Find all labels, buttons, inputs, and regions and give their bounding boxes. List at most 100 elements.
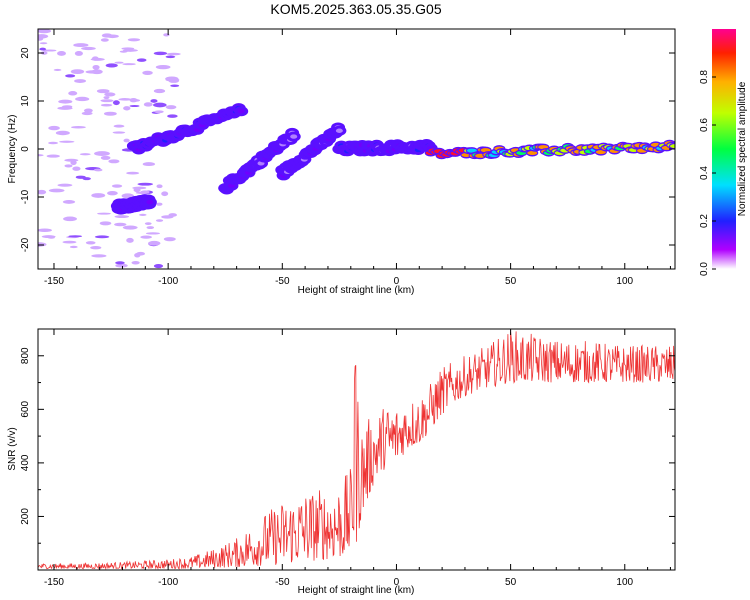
snr-ylabel: SNR (v/v) [7,427,18,470]
spectrum-speckle [129,97,138,103]
spectrum-speckle [161,191,169,197]
snr-xtick-label: -100 [158,577,178,588]
spectrum-speckle [57,106,73,110]
spectrum-speckle [38,228,52,233]
spectrum-speckle [139,213,147,217]
spectrum-speckle [167,114,178,118]
spectrum-speckle [65,74,76,78]
snr-xtick-label: 100 [616,577,633,588]
spectrogram-ytick-label: 10 [20,95,31,107]
spectrum-speckle [46,154,60,158]
spectrogram-xlabel: Height of straight line (km) [298,285,415,296]
spectrum-speckle [91,56,99,61]
spectrum-speckle [153,51,168,56]
spectrum-speckle [38,34,49,39]
snr-xtick-label: -50 [275,577,290,588]
spectrum-speckle [39,47,47,51]
spectrum-speckle [97,212,111,215]
spectrogram-xtick-label: -50 [275,276,290,287]
spectrum-speckle [136,58,147,62]
spectrum-speckle [91,193,106,198]
spectrum-speckle [123,138,130,143]
spectrum-speckle [99,221,112,226]
spectrum-speckle [123,106,131,111]
snr-xtick-label: 0 [394,577,400,588]
spectrum-speckle [103,96,110,99]
spectrum-speckle [136,251,145,256]
colorbar-tick-label: 0.6 [699,118,710,132]
spectrogram-xtick-label: 100 [616,276,633,287]
spectrogram-xtick-label: 50 [505,276,517,287]
spectrum-speckle [126,171,140,175]
spectrum-speckle [155,65,171,70]
spectral-peak [335,128,343,133]
spectrum-speckle [38,154,44,157]
snr-xlabel: Height of straight line (km) [298,585,415,596]
spectrum-speckle [100,155,111,160]
spectrum-speckle [91,254,107,258]
snr-ytick-label: 800 [20,347,31,364]
spectrum-speckle [74,51,83,56]
spectrogram-ytick-label: -10 [20,189,31,204]
spectrum-speckle [59,140,75,143]
colorbar-tick-label: 0.8 [699,70,710,84]
spectrum-speckle [161,215,174,219]
colorbar-tick-label: 0.2 [699,214,710,228]
spectral-peak [538,145,549,150]
spectrum-speckle [170,84,180,87]
spectrum-speckle [57,183,73,187]
spectrum-speckle [94,235,110,239]
spectrogram-xtick-label: -150 [44,276,64,287]
spectrum-speckle [108,159,120,164]
spectrum-speckle [111,184,123,188]
spectrum-speckle [72,166,81,171]
spectrum-speckle [153,88,166,94]
spectrum-speckle [62,200,76,204]
spectrum-speckle [114,222,127,227]
colorbar: 0.0 0.2 0.4 0.6 0.8 Normalized spectral ampl… [699,29,748,276]
spectrum-speckle [105,34,119,39]
spectrum-speckle [115,261,125,265]
spectrum-speckle [122,225,138,230]
spectrum-speckle [118,98,132,101]
snr-xtick-label: 50 [505,577,517,588]
spectrogram-ylabel: Frequency (Hz) [7,115,18,184]
snr-frame [37,328,676,571]
spectrum-speckle [71,126,86,129]
colorbar-tick-label: 0.4 [699,166,710,180]
spectrum-speckle [163,237,176,242]
spectrum-speckle [70,160,77,166]
spectrum-speckle [55,130,70,136]
spectral-peak [595,150,606,155]
spectral-peak [466,148,477,153]
spectrogram-xtick-label: -100 [158,276,178,287]
spectrum-speckle [100,99,114,103]
spectrum-speckle [90,246,102,250]
spectrum-speckle [122,49,139,52]
snr-ytick-label: 400 [20,454,31,471]
spectrum-speckle [153,102,167,108]
spectrum-speckle [142,162,156,167]
colorbar-tick-label: 0.0 [699,262,710,276]
snr-ytick-label: 600 [20,401,31,418]
snr-series-line [38,331,675,570]
spectrum-speckle [79,153,91,156]
spectrum-speckle [40,51,48,55]
spectrum-speckle [75,175,86,179]
spectral-peak [527,151,538,156]
spectrum-speckle [103,111,117,116]
spectrum-speckle [144,222,152,225]
spectrum-speckle [143,102,153,107]
spectrum-speckle [115,263,128,268]
spectrum-speckle [142,70,153,75]
spectrum-speckle [165,55,176,59]
spectrum-speckle [38,29,51,34]
spectrum-speckle [137,182,154,186]
spectrum-speckle [146,226,155,230]
spectrum-speckle [122,63,136,66]
spectrum-speckle [42,49,57,52]
spectrum-speckle [165,105,177,110]
snr-panel: -150 -100 -50 0 50 100 200 400 600 800 Height of … [7,328,676,596]
spectrum-speckle [153,264,164,269]
